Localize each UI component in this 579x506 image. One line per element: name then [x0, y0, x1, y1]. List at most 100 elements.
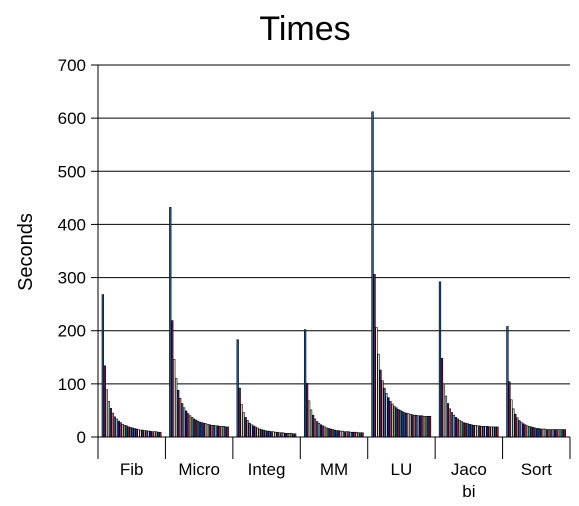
bar [355, 431, 358, 438]
bar [210, 425, 214, 438]
bar [438, 281, 442, 438]
bar [288, 432, 291, 438]
bar [379, 369, 382, 438]
bar [510, 399, 513, 438]
bar [476, 425, 479, 438]
bar [444, 395, 448, 438]
bar [426, 415, 430, 438]
bar [470, 424, 473, 438]
y-tick-label: 700 [58, 56, 86, 75]
bar [345, 431, 348, 438]
bar [260, 429, 263, 438]
bar [422, 415, 426, 438]
bar [448, 408, 452, 438]
bar [149, 430, 152, 438]
bar [109, 407, 112, 438]
bar [113, 416, 116, 438]
bar [286, 432, 289, 438]
bar [183, 407, 186, 438]
bar [559, 429, 563, 438]
bar [454, 417, 457, 438]
bar [474, 425, 477, 438]
bar [405, 412, 408, 438]
bar [200, 422, 204, 438]
bar [115, 418, 118, 438]
bar [145, 430, 148, 438]
bar [105, 389, 108, 438]
bar [323, 426, 327, 438]
bar [472, 425, 475, 438]
bar [137, 429, 140, 438]
bar [533, 427, 537, 438]
bar [270, 431, 273, 438]
bar [216, 425, 219, 438]
bar [353, 431, 356, 438]
bar [411, 414, 414, 438]
x-category-label: Jaco bi [451, 460, 487, 501]
bar [274, 431, 277, 438]
y-tick-label: 200 [58, 322, 86, 341]
bar [175, 378, 178, 438]
bar [121, 423, 124, 438]
bar [311, 414, 315, 438]
bar [496, 426, 499, 438]
bar [456, 418, 459, 438]
bar [468, 423, 471, 438]
bar [349, 431, 352, 438]
bar [143, 430, 146, 438]
bar [347, 431, 350, 438]
y-tick-label: 100 [58, 375, 86, 394]
bar [276, 431, 279, 438]
bar [194, 419, 198, 438]
bar [375, 327, 378, 438]
bar [107, 401, 110, 438]
bar [171, 320, 174, 438]
bar [484, 426, 487, 438]
bar [460, 421, 463, 438]
bar [254, 426, 257, 438]
bar [528, 426, 531, 438]
bar [401, 411, 404, 438]
bar [331, 429, 334, 438]
bar [418, 415, 422, 438]
x-category-label: Sort [521, 460, 552, 479]
y-tick-label: 300 [58, 269, 86, 288]
bar [343, 431, 346, 438]
bar [357, 432, 360, 438]
bar [440, 358, 444, 438]
bar [224, 426, 227, 438]
bar [242, 412, 245, 438]
bar [258, 428, 261, 438]
bar [135, 428, 138, 438]
bar [290, 432, 293, 438]
bar [236, 339, 239, 438]
bar [389, 401, 392, 438]
bar [385, 393, 388, 438]
bar [539, 428, 543, 438]
bar [464, 422, 467, 438]
bar [153, 431, 156, 438]
bar [428, 415, 432, 438]
bar [272, 431, 275, 438]
bar [127, 426, 130, 438]
bar [238, 387, 241, 438]
bar [395, 407, 398, 438]
y-tick-label: 500 [58, 162, 86, 181]
bar [506, 326, 509, 438]
bar [256, 427, 259, 438]
bars [101, 111, 567, 438]
bar [196, 420, 200, 438]
bar [371, 111, 374, 438]
bar [466, 423, 469, 438]
bar [218, 426, 221, 438]
bar [549, 429, 553, 438]
bar [337, 430, 340, 438]
bar [212, 425, 215, 438]
bar [351, 431, 354, 438]
bar [313, 418, 317, 438]
bar [553, 429, 557, 438]
bar [341, 430, 344, 438]
bar [246, 420, 249, 438]
bar [488, 426, 491, 438]
